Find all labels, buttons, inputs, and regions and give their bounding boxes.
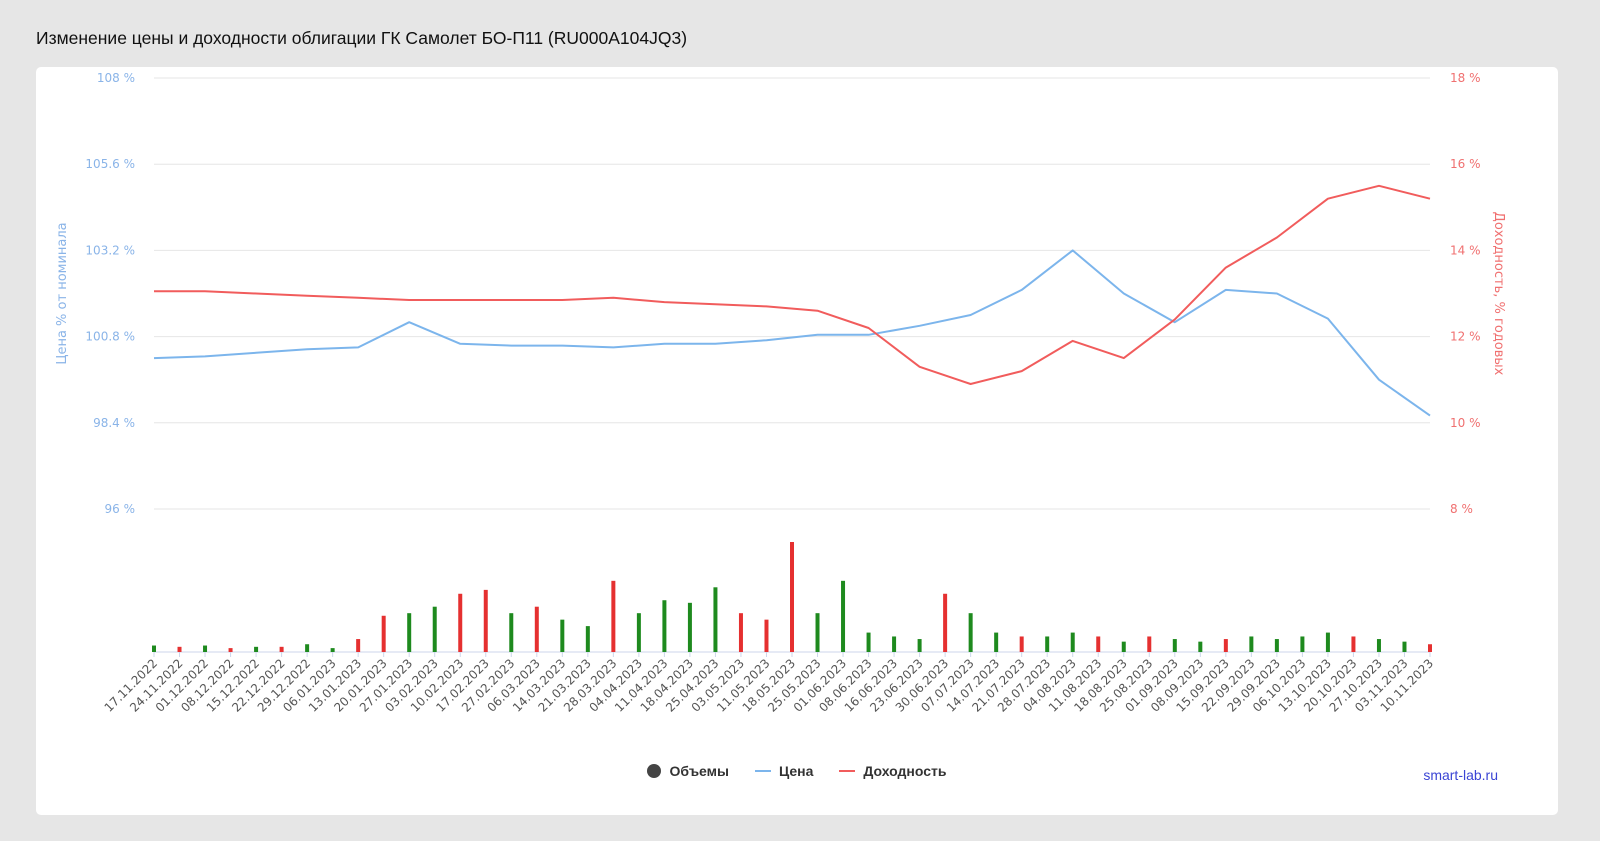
- legend-volumes-label: Объемы: [669, 763, 729, 779]
- volume-bar: [458, 593, 463, 652]
- volume-bar: [1325, 632, 1330, 652]
- legend-price-label: Цена: [778, 763, 814, 779]
- volume-bar: [203, 645, 208, 652]
- right-axis-title: Доходность, % годовых: [1491, 212, 1506, 376]
- left-tick-label: 96 %: [105, 502, 136, 516]
- volume-bar: [1376, 639, 1381, 652]
- volume-bar: [1351, 636, 1356, 652]
- volume-bar: [917, 639, 922, 652]
- volume-bar: [841, 580, 846, 652]
- chart-card: 96 % 98.4 % 100.8 % 103.2 % 105.6 % 108 % 8 % 1…: [36, 67, 1558, 815]
- volume-bar: [815, 613, 820, 652]
- volume-bar: [1070, 632, 1075, 652]
- left-tick-label: 108 %: [97, 71, 135, 85]
- volume-bar: [1402, 641, 1407, 652]
- left-tick-label: 100.8 %: [85, 330, 135, 344]
- right-tick-label: 14 %: [1450, 243, 1481, 257]
- right-tick-label: 12 %: [1450, 330, 1481, 344]
- legend-price-marker: [754, 770, 771, 772]
- volume-bar: [585, 626, 590, 652]
- volume-bar: [1300, 636, 1305, 652]
- volume-bar: [866, 632, 871, 652]
- left-tick-label: 103.2 %: [85, 243, 135, 257]
- volume-bar: [381, 615, 386, 652]
- volume-bar: [1096, 636, 1101, 652]
- volume-bar: [943, 593, 948, 652]
- legend: Объемы Цена Доходность: [36, 763, 1558, 779]
- volume-bar: [432, 606, 437, 652]
- left-tick-label: 98.4 %: [93, 416, 135, 430]
- volume-bar: [994, 632, 999, 652]
- left-tick-label: 105.6 %: [85, 157, 135, 171]
- volume-bar: [534, 606, 539, 652]
- right-tick-label: 18 %: [1450, 71, 1481, 85]
- volume-bar: [713, 587, 718, 652]
- volume-bar: [356, 639, 361, 652]
- right-tick-label: 8 %: [1450, 502, 1473, 516]
- chart-title: Изменение цены и доходности облигации ГК…: [36, 28, 688, 48]
- legend-yield-label: Доходность: [863, 763, 947, 779]
- volume-bar: [1223, 639, 1228, 652]
- volume-bar: [662, 600, 667, 652]
- legend-item-price[interactable]: Цена: [754, 763, 814, 779]
- volume-bar: [1045, 636, 1050, 652]
- volume-bar: [1428, 644, 1432, 652]
- source-link[interactable]: smart-lab.ru: [1423, 767, 1498, 783]
- chart-svg: 96 % 98.4 % 100.8 % 103.2 % 105.6 % 108 % 8 % 1…: [55, 71, 1506, 715]
- volume-bar: [738, 613, 743, 652]
- volume-bar: [152, 645, 156, 652]
- volume-bar: [279, 646, 284, 652]
- volume-bar: [1198, 641, 1203, 652]
- volume-bar: [636, 613, 641, 652]
- yield-line: [154, 184, 1431, 385]
- left-axis-title: Цена % от номинала: [55, 222, 70, 364]
- volume-bar: [1121, 641, 1126, 652]
- volume-bar: [790, 542, 794, 652]
- volume-bar: [407, 613, 412, 652]
- volume-bar: [330, 648, 335, 652]
- right-tick-label: 16 %: [1450, 157, 1481, 171]
- legend-item-yield[interactable]: Доходность: [839, 763, 947, 779]
- volume-bar: [483, 589, 488, 652]
- volume-bar: [1147, 636, 1152, 652]
- volume-bar: [254, 646, 259, 652]
- right-tick-label: 10 %: [1450, 416, 1481, 430]
- legend-volumes-marker: [647, 764, 662, 778]
- volume-bar: [1019, 636, 1024, 652]
- legend-item-volumes[interactable]: Объемы: [647, 763, 729, 779]
- volume-bar: [1249, 636, 1254, 652]
- volume-bar: [228, 648, 233, 652]
- volume-bar: [1172, 639, 1177, 652]
- volume-bar: [509, 613, 514, 652]
- volume-bar: [177, 646, 182, 652]
- volume-bar: [892, 636, 897, 652]
- volume-bar: [968, 613, 973, 652]
- volume-bar: [764, 619, 769, 652]
- volume-bar: [560, 619, 565, 652]
- volume-bar: [687, 602, 692, 652]
- volume-bar: [305, 644, 310, 652]
- legend-yield-marker: [839, 770, 856, 772]
- price-line: [153, 249, 1431, 417]
- volume-bar: [611, 580, 616, 652]
- volume-bar: [1274, 639, 1279, 652]
